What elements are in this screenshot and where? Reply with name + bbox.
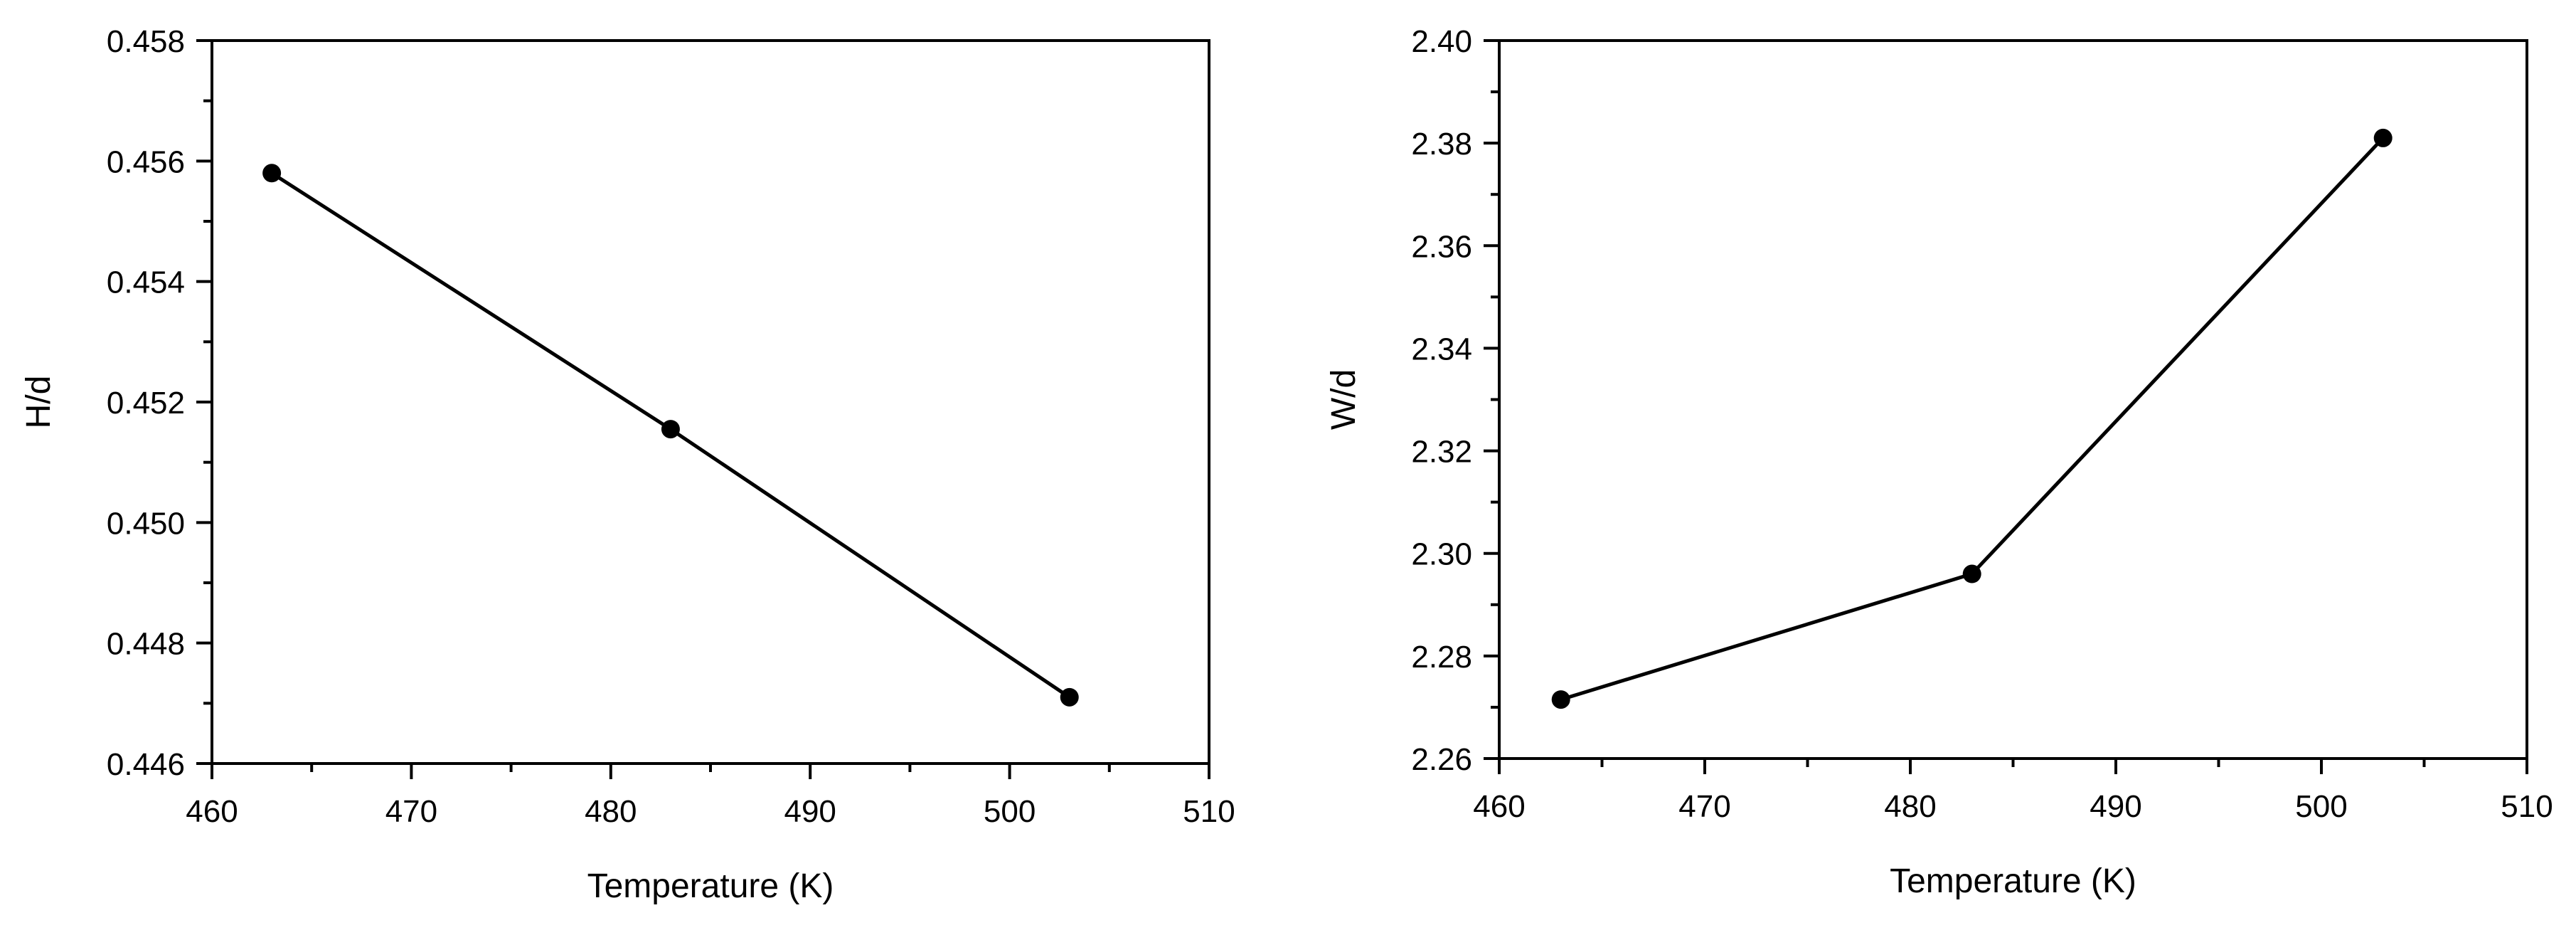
y-axis-label: H/d: [20, 376, 58, 429]
x-tick-label: 510: [1183, 794, 1235, 829]
y-tick-label: 2.26: [1411, 742, 1472, 777]
y-tick-label: 2.34: [1411, 332, 1472, 366]
x-axis-label: Temperature (K): [1890, 862, 2136, 900]
x-tick-label: 460: [1473, 789, 1525, 824]
x-axis-label: Temperature (K): [587, 867, 834, 905]
x-tick-label: 480: [1884, 789, 1936, 824]
y-axis-label: W/d: [1325, 369, 1363, 430]
y-tick-label: 0.446: [107, 747, 185, 782]
data-point: [2373, 128, 2393, 147]
data-point: [1962, 564, 1981, 583]
y-tick-label: 0.458: [107, 24, 185, 59]
y-tick-label: 0.448: [107, 627, 185, 662]
y-tick-label: 2.40: [1411, 24, 1472, 59]
y-tick-label: 0.452: [107, 386, 185, 421]
y-tick-label: 2.30: [1411, 537, 1472, 572]
y-tick-label: 2.36: [1411, 229, 1472, 264]
x-tick-label: 480: [585, 794, 637, 829]
y-tick-label: 0.456: [107, 144, 185, 179]
y-tick-label: 2.32: [1411, 435, 1472, 470]
x-tick-label: 460: [186, 794, 238, 829]
x-tick-label: 510: [2501, 789, 2553, 824]
y-tick-label: 0.450: [107, 506, 185, 541]
x-tick-label: 500: [2295, 789, 2347, 824]
y-tick-label: 0.454: [107, 265, 185, 300]
x-tick-label: 490: [2090, 789, 2141, 824]
data-point: [262, 164, 282, 183]
chart-w-over-d: 460 470 480 490 500 510 2.26 2.28 2.30 2.32 2.34 2.…: [1325, 24, 2553, 900]
y-tick-label: 2.28: [1411, 640, 1472, 675]
x-tick-label: 500: [984, 794, 1036, 829]
data-point: [1060, 687, 1079, 707]
data-point: [661, 420, 680, 439]
x-tick-label: 470: [1678, 789, 1730, 824]
chart-h-over-d: 460 470 480 490 500 510 0.446 0.448 0.450 0.452 0.…: [20, 24, 1235, 905]
x-tick-label: 470: [385, 794, 437, 829]
data-point: [1551, 690, 1570, 709]
y-tick-label: 2.38: [1411, 127, 1472, 162]
x-tick-label: 490: [784, 794, 836, 829]
series-line: [1560, 137, 2385, 702]
plot-frame: [211, 39, 1210, 765]
